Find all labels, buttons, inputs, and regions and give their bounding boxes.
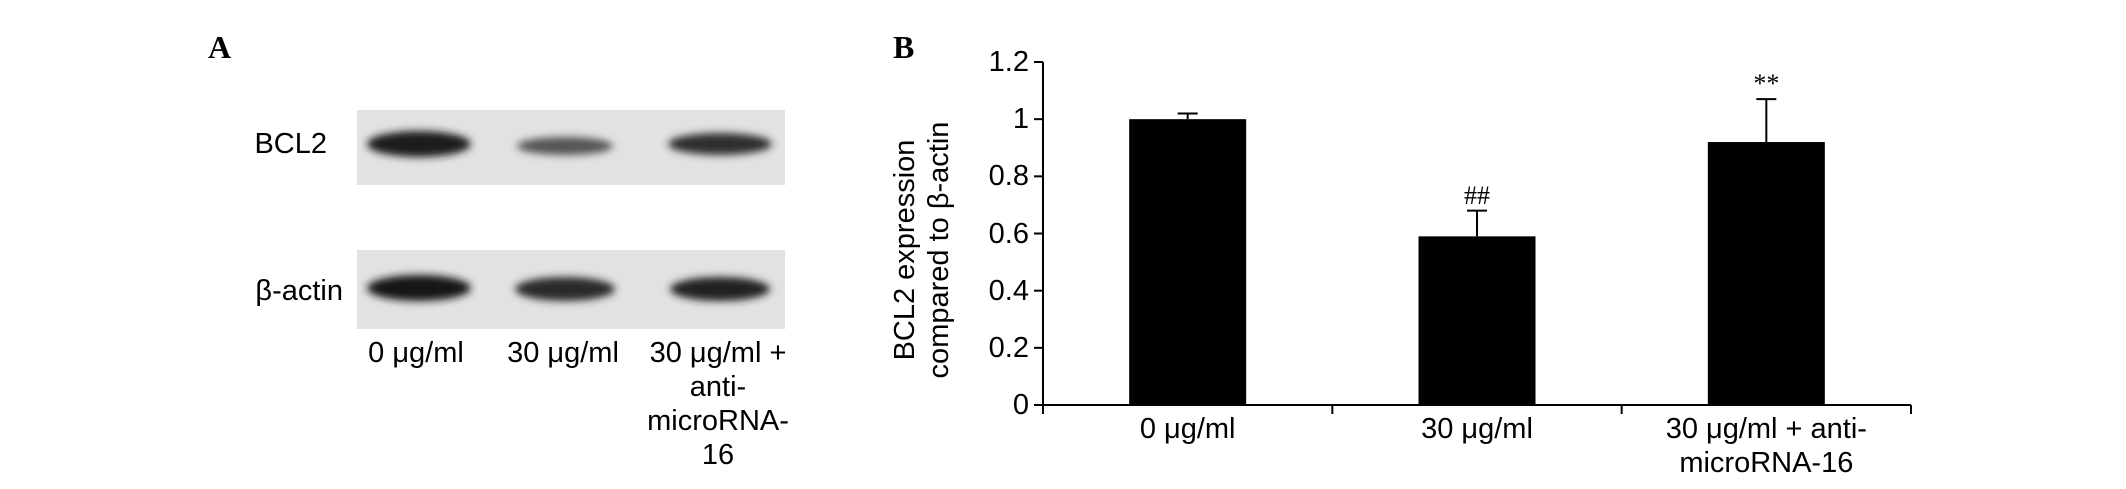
annotation: ## [1464,180,1490,210]
lane-label: 30 μg/ml + anti-microRNA-16 [647,337,789,471]
band [367,275,471,301]
band [668,133,772,155]
bands [367,131,772,301]
bar [1129,119,1247,406]
panel-label: A [208,29,232,65]
y-tick-label: 0.4 [988,274,1029,307]
y-tick-label: 0.6 [988,217,1029,250]
y-axis-label: BCL2 expression compared to β-actin [889,121,955,379]
band [517,137,613,155]
band [367,131,471,157]
x-tick-label: 30 μg/ml + anti-microRNA-16 [1665,413,1867,479]
y-tick-label: 0.2 [988,331,1029,364]
y-tick-label: 0 [1012,389,1029,421]
band [670,277,770,301]
bar [1418,236,1536,405]
band [515,277,615,301]
y-tick-label: 1 [1012,103,1029,136]
annotation: ** [1753,69,1780,99]
y-tick-label: 0.8 [988,160,1029,193]
x-tick-label: 0 μg/ml [1139,413,1236,445]
lane-label: 0 μg/ml [368,337,464,369]
row-label: BCL2 [254,128,327,160]
y-tick-label: 1.2 [988,46,1029,78]
bar [1707,142,1825,406]
lane-label: 30 μg/ml [507,337,619,369]
panel-label: B [893,29,915,65]
x-tick-label: 30 μg/ml [1421,413,1533,445]
row-label: β-actin [255,275,343,307]
